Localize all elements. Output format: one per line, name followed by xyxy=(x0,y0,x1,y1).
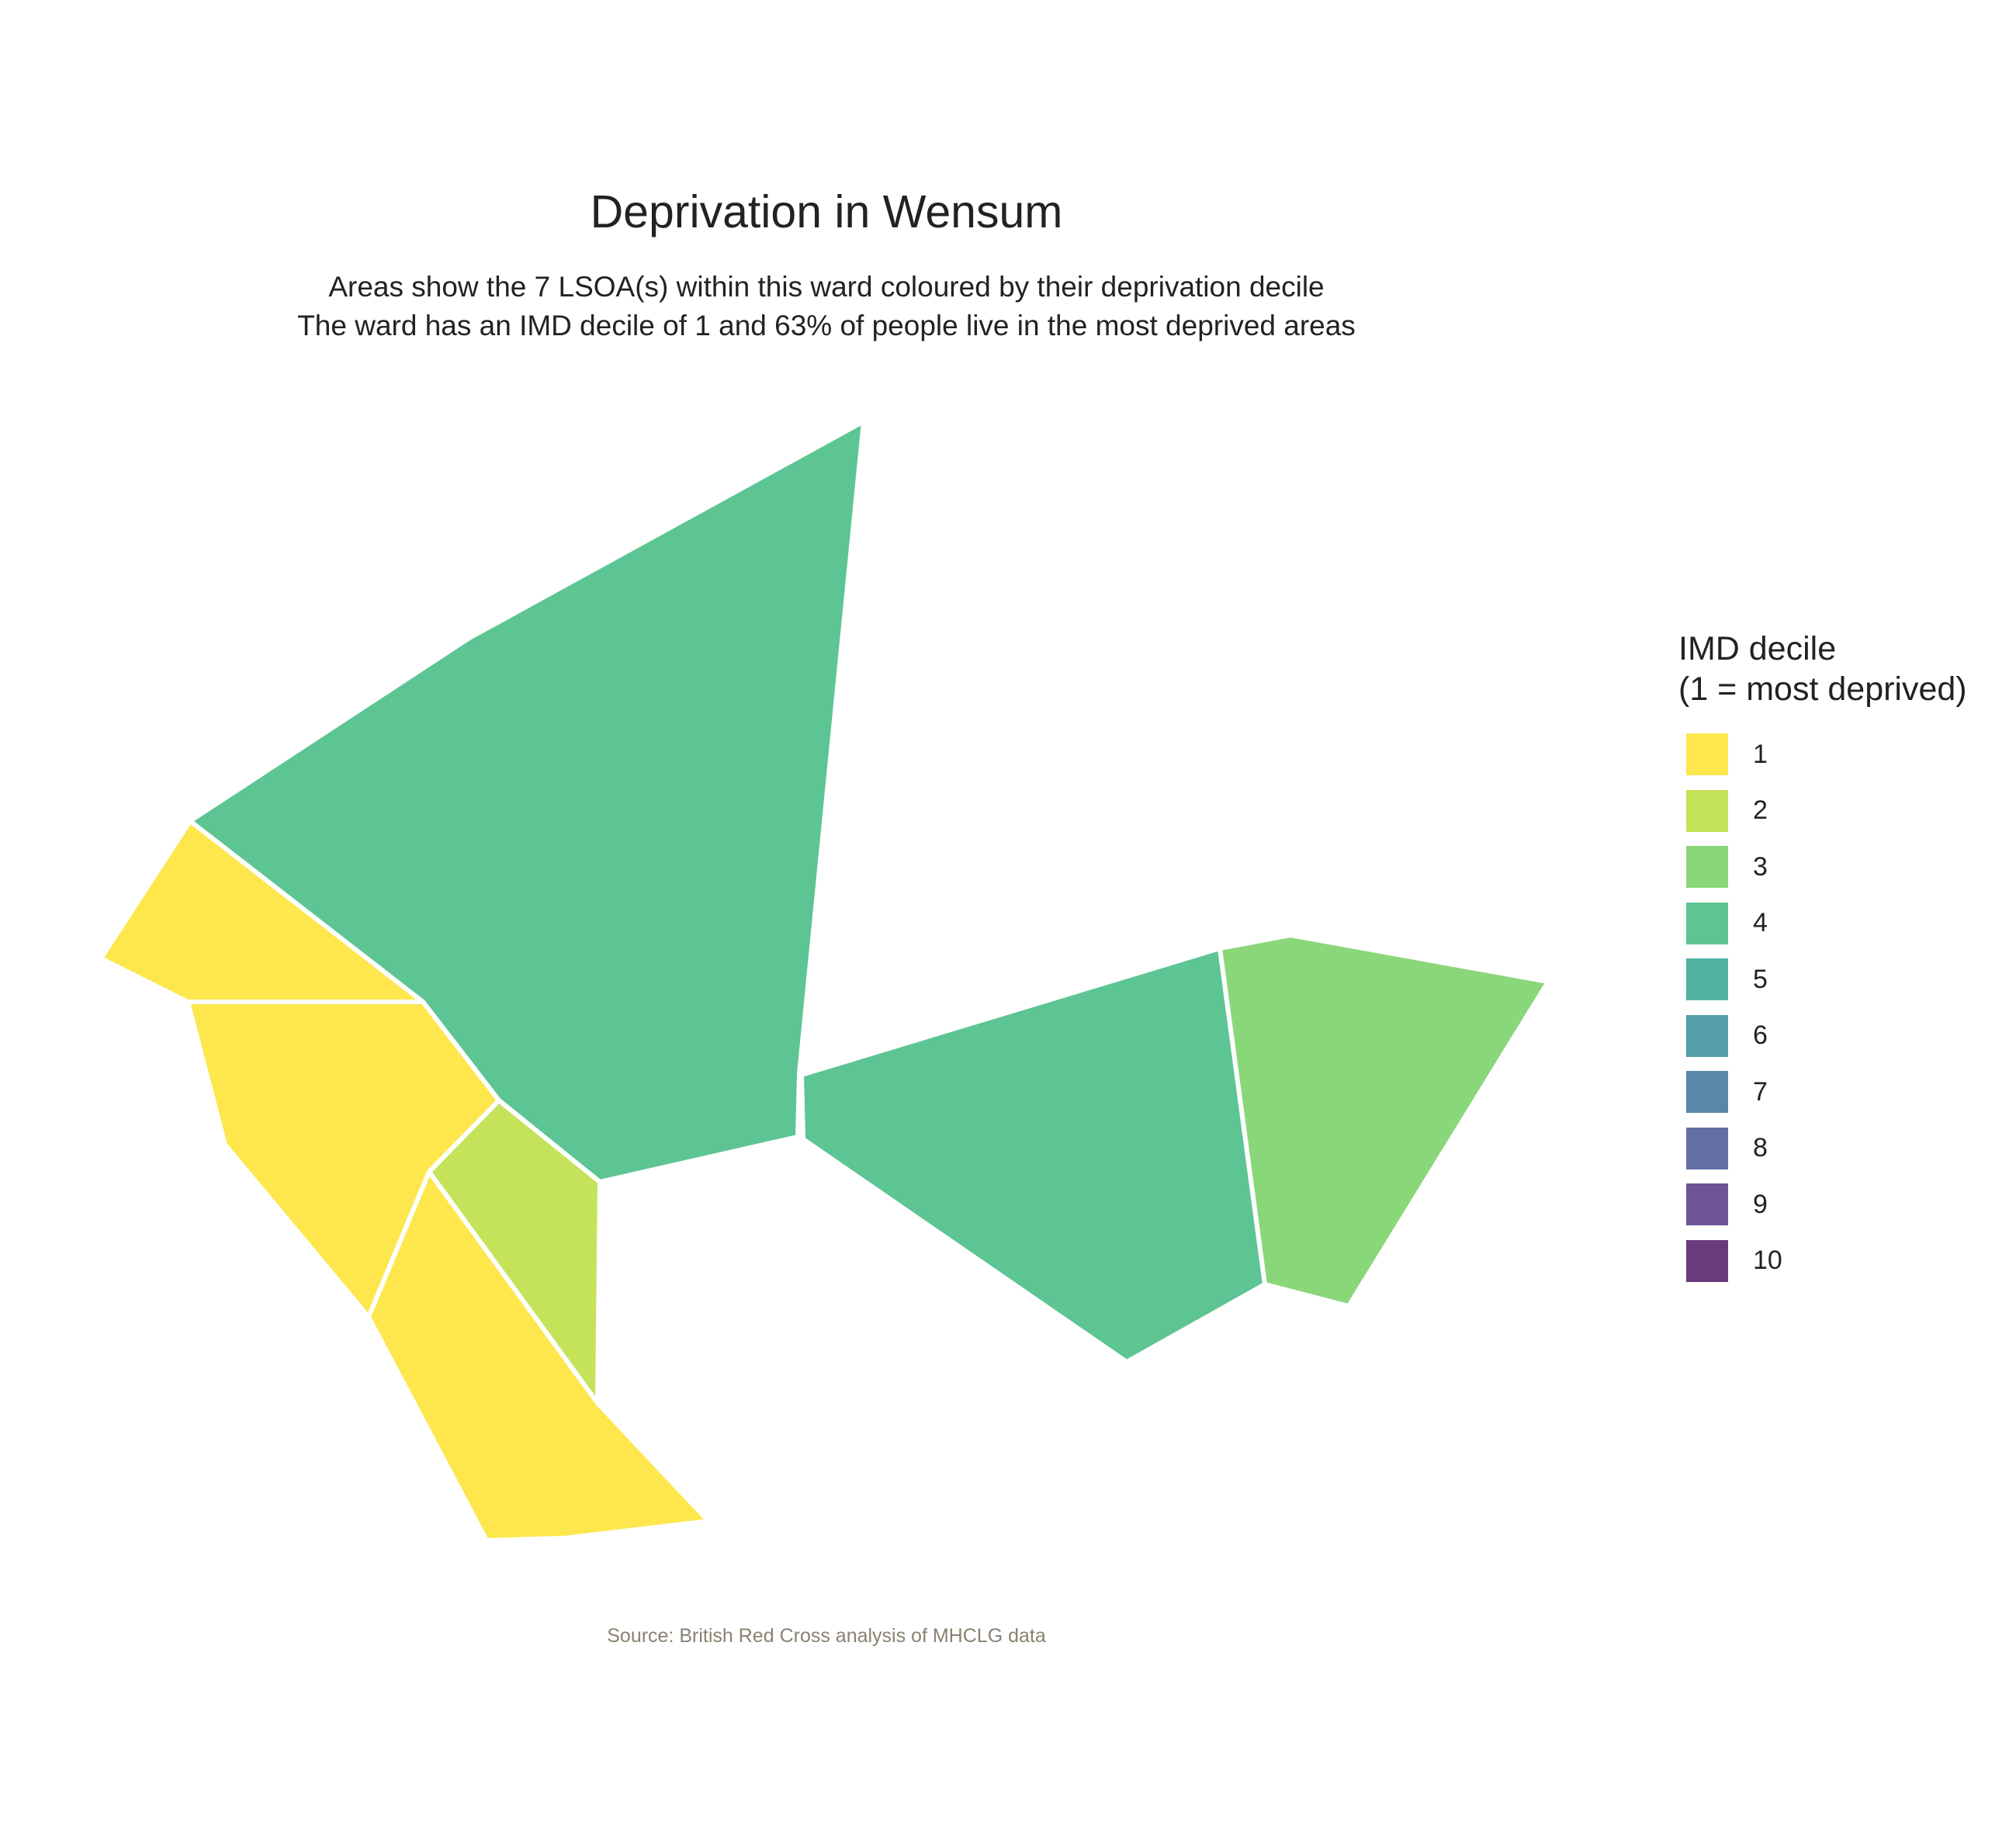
legend-item-6: 6 xyxy=(1678,1008,1967,1065)
legend-title-line-1: IMD decile xyxy=(1678,630,1837,667)
legend-swatch xyxy=(1686,733,1728,776)
legend-label: 5 xyxy=(1753,964,1768,994)
legend-swatch xyxy=(1686,958,1728,1001)
legend-item-9: 9 xyxy=(1678,1176,1967,1233)
legend-item-10: 10 xyxy=(1678,1233,1967,1290)
legend-label: 4 xyxy=(1753,908,1768,938)
legend-item-5: 5 xyxy=(1678,951,1967,1008)
legend-label: 8 xyxy=(1753,1133,1768,1163)
legend-item-2: 2 xyxy=(1678,783,1967,840)
legend-item-1: 1 xyxy=(1678,726,1967,783)
source-caption: Source: British Red Cross analysis of MH… xyxy=(607,1625,1046,1647)
legend-label: 10 xyxy=(1753,1246,1782,1276)
legend-title: IMD decile (1 = most deprived) xyxy=(1678,629,1967,709)
lsoa-east-center xyxy=(799,946,1267,1364)
map-title: Deprivation in Wensum xyxy=(590,186,1063,237)
legend-items: 1 2 3 4 5 6 7 8 9 10 xyxy=(1678,726,1967,1289)
legend-label: 7 xyxy=(1753,1076,1768,1107)
legend-swatch xyxy=(1686,1014,1728,1057)
legend-swatch xyxy=(1686,846,1728,889)
legend-swatch xyxy=(1686,1239,1728,1282)
lsoa-east-right xyxy=(1218,933,1550,1308)
legend-item-3: 3 xyxy=(1678,839,1967,896)
legend-title-line-2: (1 = most deprived) xyxy=(1678,670,1967,708)
legend-swatch xyxy=(1686,1127,1728,1169)
map-subtitle: Areas show the 7 LSOA(s) within this war… xyxy=(0,268,1653,345)
legend-swatch xyxy=(1686,1183,1728,1226)
legend-label: 1 xyxy=(1753,739,1768,769)
subtitle-line-1: Areas show the 7 LSOA(s) within this war… xyxy=(328,271,1325,303)
legend-label: 9 xyxy=(1753,1189,1768,1219)
legend-swatch xyxy=(1686,789,1728,832)
legend-item-4: 4 xyxy=(1678,896,1967,952)
subtitle-line-2: The ward has an IMD decile of 1 and 63% … xyxy=(297,310,1356,341)
legend-item-8: 8 xyxy=(1678,1121,1967,1177)
legend-label: 6 xyxy=(1753,1020,1768,1051)
legend-swatch xyxy=(1686,902,1728,944)
legend: IMD decile (1 = most deprived) 1 2 3 4 5 6 7 8 9… xyxy=(1678,629,1967,1289)
lsoa-south-bottom xyxy=(366,1169,711,1543)
legend-label: 2 xyxy=(1753,795,1768,826)
legend-item-7: 7 xyxy=(1678,1064,1967,1121)
legend-label: 3 xyxy=(1753,851,1768,882)
legend-swatch xyxy=(1686,1071,1728,1114)
